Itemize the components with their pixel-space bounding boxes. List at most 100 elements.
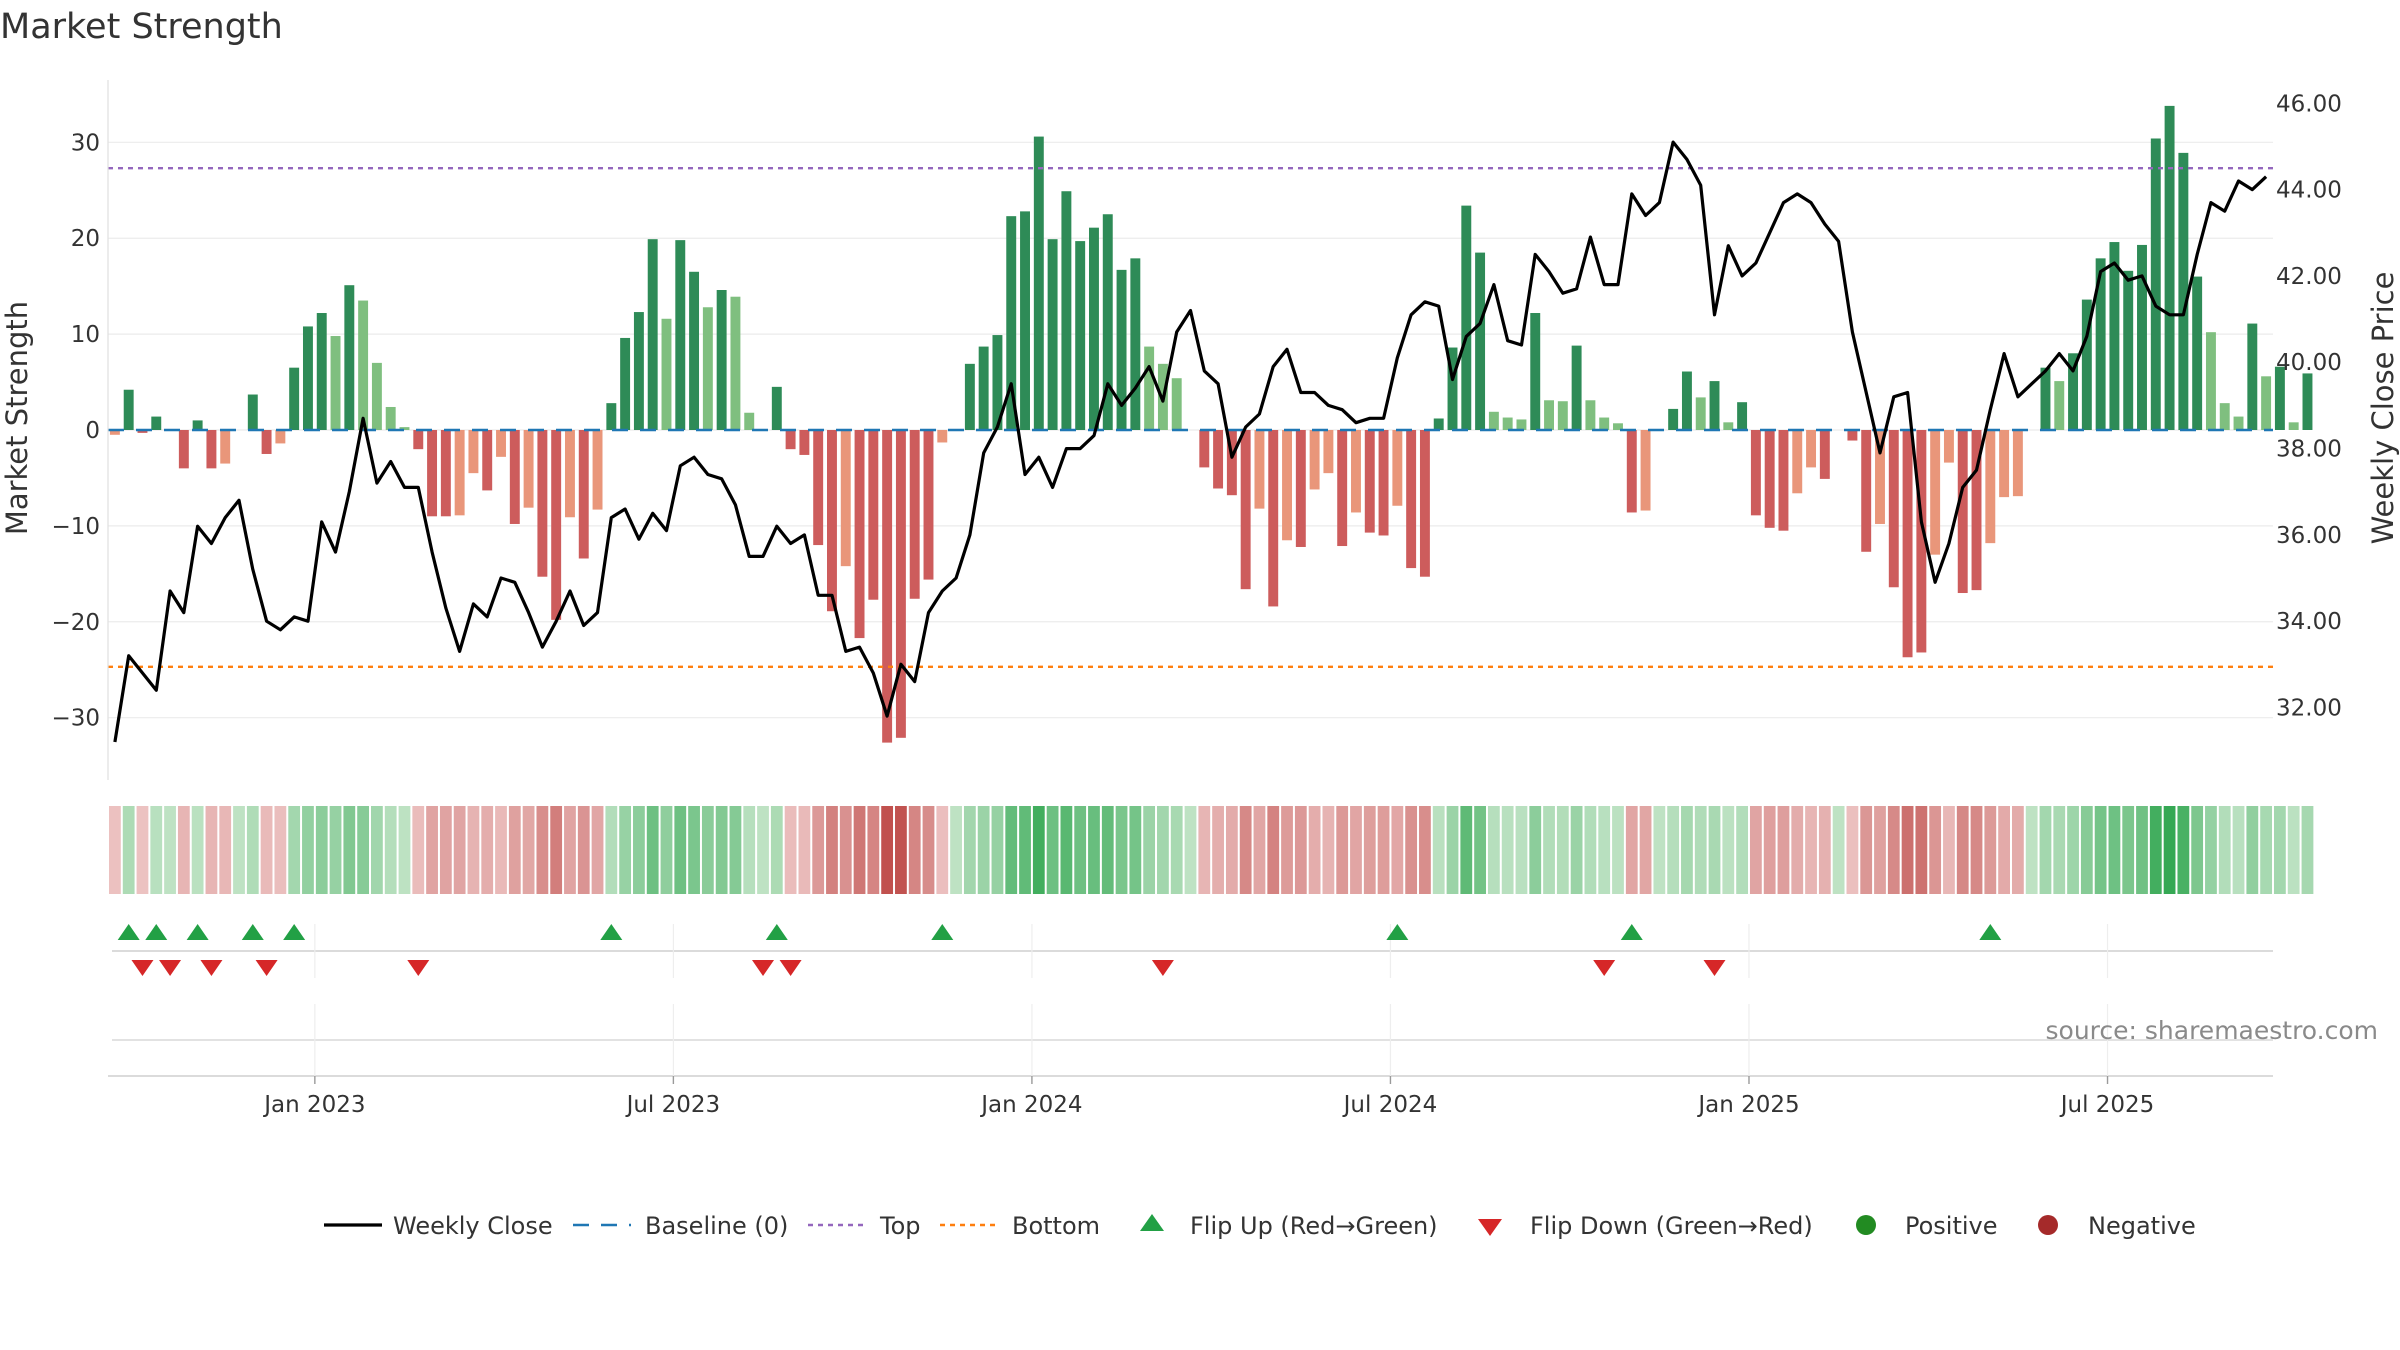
heat-cell <box>1101 806 1114 894</box>
heat-cell <box>1915 806 1928 894</box>
heat-cell <box>508 806 521 894</box>
strength-bar <box>1861 430 1872 552</box>
flip-up-marker <box>1386 924 1409 940</box>
strength-bar <box>1681 371 1692 430</box>
heat-cell <box>302 806 314 894</box>
flip-down-marker <box>200 960 223 976</box>
heat-cell <box>1225 806 1238 894</box>
flip-up-marker <box>931 924 954 940</box>
heat-cell <box>2301 806 2314 894</box>
heat-cell <box>715 806 728 894</box>
strength-bar <box>1061 191 1072 430</box>
x-tick-label: Jul 2024 <box>1342 1092 1438 1118</box>
heat-cell <box>453 806 466 894</box>
heat-cell <box>343 806 356 894</box>
heat-cell <box>1212 806 1224 894</box>
heat-cell <box>908 806 921 894</box>
strength-heat-strip <box>109 806 2314 894</box>
strength-bar <box>606 403 617 430</box>
heat-cell <box>1184 806 1197 894</box>
flip-markers-panel <box>108 924 2273 1077</box>
strength-bar <box>854 430 865 639</box>
heat-cell <box>1722 806 1735 894</box>
strength-bar <box>2109 242 2120 430</box>
heat-cell <box>1115 806 1128 894</box>
strength-bar <box>358 300 369 430</box>
legend-label: Negative <box>2088 1212 2196 1240</box>
heat-cell <box>881 806 894 894</box>
flip-down-marker <box>407 960 430 976</box>
strength-bar <box>1750 430 1761 516</box>
heat-cell <box>274 806 287 894</box>
strength-bar <box>647 239 658 430</box>
strength-bar <box>551 430 562 620</box>
flip-down-marker <box>1151 960 1174 976</box>
heat-cell <box>1350 806 1362 894</box>
strength-bar <box>137 430 148 433</box>
strength-bar <box>1144 346 1155 430</box>
heat-cell <box>2149 806 2162 894</box>
flip-up-marker <box>186 924 209 940</box>
heat-cell <box>812 806 825 894</box>
strength-bar <box>2150 138 2161 430</box>
strength-bar <box>1957 430 1968 594</box>
heat-cell <box>784 806 797 894</box>
strength-bar <box>1020 211 1030 430</box>
heat-cell <box>1625 806 1638 894</box>
y2-axis-label: Weekly Close Price <box>2366 272 2400 545</box>
strength-bar <box>1102 214 1113 430</box>
strength-bar <box>799 430 810 455</box>
strength-bar <box>413 430 424 450</box>
strength-bar <box>2178 152 2189 430</box>
strength-bar <box>1406 430 1417 569</box>
strength-bar <box>1516 419 1527 430</box>
heat-cell <box>1584 806 1597 894</box>
strength-bar <box>785 430 796 450</box>
y2-tick-label: 32.00 <box>2276 695 2342 721</box>
heat-cell <box>1805 806 1817 894</box>
heat-cell <box>1129 806 1142 894</box>
heat-cell <box>2136 806 2148 894</box>
heat-cell <box>164 806 176 894</box>
strength-bar <box>1571 345 1582 430</box>
heat-cell <box>1019 806 1031 894</box>
strength-bar <box>330 336 341 430</box>
strength-bar <box>1006 216 1017 430</box>
strength-bar <box>2081 299 2092 430</box>
heat-cell <box>1556 806 1569 894</box>
strength-bar <box>109 430 120 435</box>
strength-bar <box>2219 403 2230 430</box>
heat-cell <box>1419 806 1431 894</box>
strength-bar <box>2054 381 2065 430</box>
flip-down-marker <box>752 960 775 976</box>
strength-bar <box>2302 373 2313 430</box>
strength-bar <box>206 430 217 469</box>
strength-bar <box>1819 430 1830 479</box>
flip-down-marker <box>255 960 278 976</box>
heat-cell <box>1791 806 1804 894</box>
heat-cell <box>1887 806 1900 894</box>
strength-bar <box>1530 313 1541 430</box>
heat-cell <box>1322 806 1335 894</box>
legend-label: Bottom <box>1012 1212 1100 1240</box>
y2-tick-label: 46.00 <box>2276 91 2342 117</box>
heat-cell <box>1736 806 1748 894</box>
strength-bar <box>2288 422 2299 430</box>
strength-bar <box>1847 430 1858 441</box>
flip-up-marker <box>600 924 623 940</box>
chart-title: Market Strength <box>0 7 283 47</box>
strength-bar <box>2247 323 2258 430</box>
heat-cell <box>1239 806 1252 894</box>
y2-tick-label: 40.00 <box>2276 350 2342 376</box>
strength-bar <box>2012 430 2023 497</box>
heat-cell <box>219 806 232 894</box>
heat-cell <box>1943 806 1955 894</box>
x-tick-label: Jan 2024 <box>979 1092 1082 1118</box>
heat-cell <box>936 806 949 894</box>
strength-bar <box>1130 258 1141 430</box>
heat-cell <box>246 806 259 894</box>
strength-bar <box>564 430 575 518</box>
heat-cell <box>2232 806 2245 894</box>
flip-up-marker <box>1979 924 2002 940</box>
strength-bar <box>1433 418 1444 430</box>
